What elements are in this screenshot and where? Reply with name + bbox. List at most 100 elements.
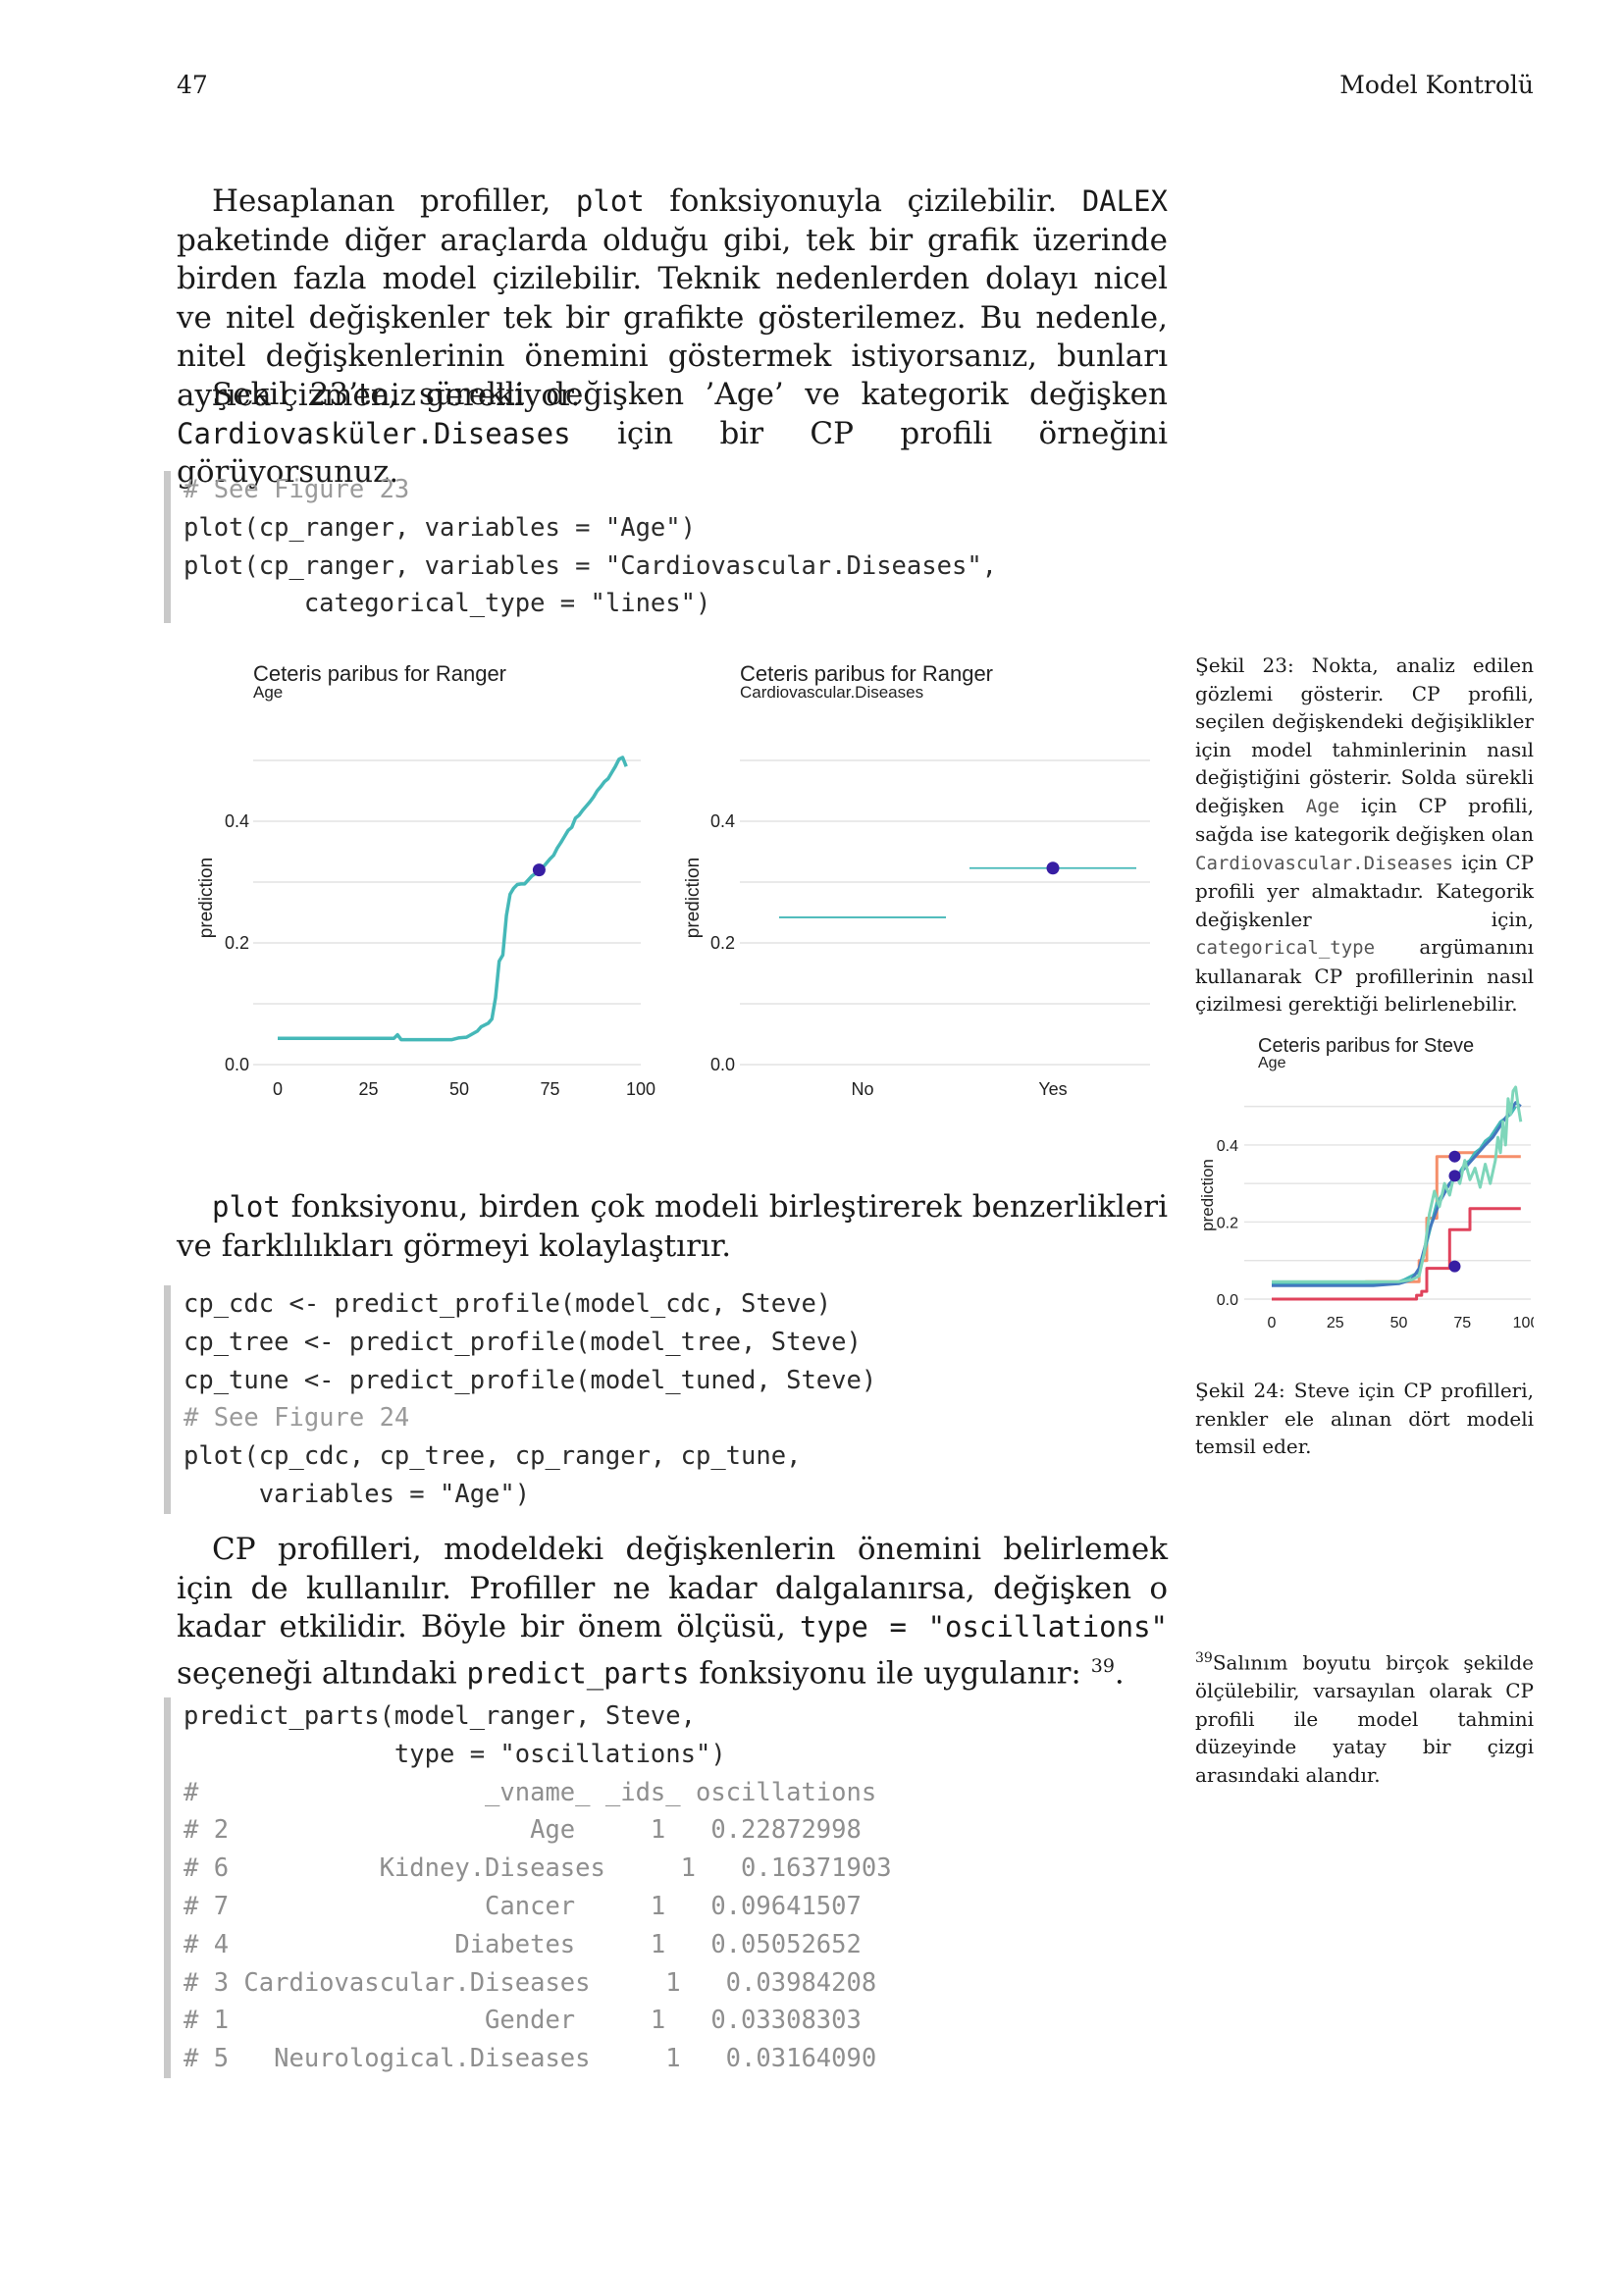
- code-line: categorical_type = "lines"): [183, 589, 711, 619]
- text: Hesaplanan profiller,: [212, 183, 576, 219]
- code-output: # 6 Kidney.Diseases 1 0.16371903: [183, 1853, 892, 1884]
- y-tick-label: 0.0: [710, 1055, 735, 1074]
- profile-line: [278, 756, 628, 1042]
- text: fonksiyonuyla çizilebilir.: [644, 183, 1082, 219]
- code-line: variables = "Age"): [183, 1479, 531, 1509]
- code-line: cp_tree <- predict_profile(model_tree, S…: [183, 1327, 862, 1357]
- code-output: # 3 Cardiovascular.Diseases 1 0.03984208: [183, 1967, 877, 1998]
- code-comment: # See Figure 23: [183, 475, 410, 504]
- text: fonksiyonu, birden çok modeli birleştire…: [177, 1189, 1168, 1264]
- text: paketinde diğer araçlarda olduğu gibi, t…: [177, 222, 1168, 413]
- chart-title: Ceteris paribus for Ranger: [253, 661, 506, 686]
- text: CP profilleri, modeldeki değişkenlerin ö…: [177, 1532, 1168, 1644]
- observation-point: [1046, 861, 1060, 875]
- code-line: plot(cp_ranger, variables = "Cardiovascu…: [183, 550, 998, 581]
- chart-title: Ceteris paribus for Ranger: [740, 661, 993, 686]
- x-tick-label: No: [851, 1079, 873, 1099]
- inline-code: categorical_type: [1195, 937, 1376, 959]
- figure-24: Ceteris paribus for Steve Age prediction…: [1198, 1035, 1534, 1331]
- x-tick-label: 50: [449, 1079, 469, 1099]
- code-block-1: # See Figure 23 plot(cp_ranger, variables…: [164, 471, 998, 624]
- text: için CP profili yer almaktadır. Kategori…: [1195, 850, 1534, 931]
- x-tick-label: Yes: [1038, 1079, 1067, 1099]
- code-line: plot(cp_cdc, cp_tree, cp_ranger, cp_tune…: [183, 1441, 802, 1472]
- y-axis-label: prediction: [683, 858, 704, 938]
- chart-subtitle: Age: [1258, 1055, 1286, 1071]
- x-tick-label: 25: [1327, 1315, 1344, 1331]
- text: argümanını kullanarak CP profillerinin n…: [1195, 935, 1534, 1016]
- figure-23: Ceteris paribus for Ranger Age predictio…: [196, 661, 1150, 1099]
- text: Şekil 23’te, sürekli değişken ’Age’ ve k…: [212, 377, 1168, 412]
- x-tick-label: 100: [1513, 1315, 1534, 1331]
- x-tick-label: 0: [1268, 1315, 1277, 1331]
- inline-code: plot: [212, 1190, 281, 1224]
- observation-point: [1448, 1170, 1461, 1182]
- inline-code: predict_parts: [466, 1655, 690, 1690]
- profile-line: [1272, 1085, 1523, 1283]
- inline-code: DALEX: [1081, 184, 1169, 218]
- chart-subtitle: Cardiovascular.Diseases: [740, 683, 923, 702]
- chapter-title: Model Kontrolü: [1339, 71, 1534, 99]
- profile-line: [1272, 1101, 1522, 1287]
- text: fonksiyonu ile uygulanır:: [689, 1654, 1091, 1691]
- x-tick-label: 0: [273, 1079, 283, 1099]
- chart-title: Ceteris paribus for Steve: [1258, 1035, 1474, 1057]
- profile-line: [1272, 1207, 1521, 1301]
- caption-figure-24: Şekil 24: Steve için CP profilleri, renk…: [1195, 1379, 1534, 1458]
- y-tick-label: 0.2: [1217, 1215, 1238, 1231]
- code-block-3: predict_parts(model_ranger, Steve, type …: [164, 1697, 892, 2078]
- footnote-text: Salınım boyutu birçok şekilde ölçülebili…: [1195, 1650, 1534, 1787]
- code-line: cp_cdc <- predict_profile(model_cdc, Ste…: [183, 1289, 832, 1319]
- text: seçeneği altındaki: [177, 1654, 467, 1691]
- y-tick-label: 0.2: [710, 933, 735, 953]
- x-tick-label: 100: [626, 1079, 655, 1099]
- observation-point: [1448, 1150, 1461, 1163]
- code-output: # 1 Gender 1 0.03308303: [183, 2006, 862, 2036]
- y-tick-label: 0.4: [225, 811, 249, 831]
- code-comment: # See Figure 24: [183, 1403, 410, 1434]
- footnote-39: 39Salınım boyutu birçok şekilde ölçülebi…: [1195, 1644, 1534, 1789]
- inline-code: plot: [575, 184, 645, 218]
- profile-line: [1272, 1105, 1517, 1285]
- text: için CP profili, sağda ise kategorik değ…: [1195, 793, 1535, 847]
- code-output: # 4 Diabetes 1 0.05052652: [183, 1929, 862, 1959]
- y-tick-label: 0.0: [1217, 1292, 1238, 1309]
- code-line: cp_tune <- predict_profile(model_tuned, …: [183, 1365, 877, 1395]
- y-tick-label: 0.2: [225, 933, 249, 953]
- code-line: predict_parts(model_ranger, Steve,: [183, 1701, 696, 1731]
- chart-subtitle: Age: [253, 683, 283, 702]
- inline-code: Cardiovasküler.Diseases: [177, 416, 571, 450]
- inline-code: Age: [1305, 795, 1340, 817]
- y-axis-label: prediction: [196, 858, 217, 938]
- x-tick-label: 25: [358, 1079, 378, 1099]
- paragraph-1: Hesaplanan profiller, plot fonksiyonuyla…: [177, 183, 1168, 415]
- chart-cardio: Ceteris paribus for Ranger Cardiovascula…: [683, 661, 1150, 1099]
- page-number: 47: [177, 71, 208, 99]
- text: .: [1114, 1654, 1125, 1691]
- y-tick-label: 0.4: [710, 811, 735, 831]
- x-tick-label: 75: [540, 1079, 559, 1099]
- code-line: plot(cp_ranger, variables = "Age"): [183, 512, 696, 543]
- y-tick-label: 0.4: [1217, 1138, 1238, 1155]
- code-output: # 2 Age 1 0.22872998: [183, 1815, 862, 1846]
- x-tick-label: 75: [1453, 1315, 1471, 1331]
- code-output: # 5 Neurological.Diseases 1 0.03164090: [183, 2044, 877, 2074]
- code-line: type = "oscillations"): [183, 1739, 726, 1769]
- caption-figure-23: Şekil 23: Nokta, analiz edilen gözlemi g…: [1195, 652, 1534, 1018]
- x-tick-label: 50: [1390, 1315, 1408, 1331]
- inline-code: type = "oscillations": [799, 1610, 1168, 1644]
- text: Şekil 23: Nokta, analiz edilen gözlemi g…: [1195, 653, 1534, 817]
- inline-code: Cardiovascular.Diseases: [1195, 852, 1454, 874]
- observation-point: [532, 863, 546, 877]
- text: için bir CP profili örneğini görüyorsunu…: [177, 415, 1168, 491]
- footnote-ref: 39: [1090, 1654, 1115, 1677]
- footnote-number: 39: [1195, 1650, 1213, 1666]
- code-output: # 7 Cancer 1 0.09641507: [183, 1891, 862, 1921]
- paragraph-3: plot fonksiyonu, birden çok modeli birle…: [177, 1188, 1168, 1266]
- code-block-2: cp_cdc <- predict_profile(model_cdc, Ste…: [164, 1285, 876, 1514]
- code-output: # _vname_ _ids_ oscillations: [183, 1777, 877, 1807]
- y-axis-label: prediction: [1198, 1159, 1217, 1231]
- observation-point: [1448, 1260, 1461, 1273]
- paragraph-2: Şekil 23’te, sürekli değişken ’Age’ ve k…: [177, 376, 1168, 493]
- y-tick-label: 0.0: [225, 1055, 249, 1074]
